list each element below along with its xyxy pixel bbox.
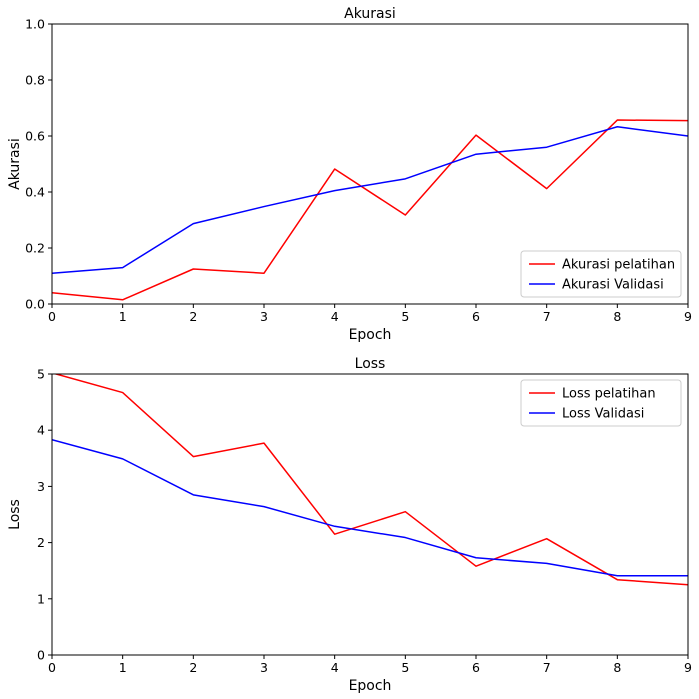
plot-frame: [51, 23, 689, 305]
x-tick-label: 7: [543, 660, 551, 675]
y-tick-label: 0: [37, 648, 45, 663]
x-tick-label: 6: [472, 660, 480, 675]
y-tick-label: 1: [37, 591, 45, 606]
y-tick-label: 2: [37, 535, 45, 550]
series-line-1: [52, 119, 688, 301]
x-tick-label: 1: [119, 660, 127, 675]
x-tick-label: 3: [260, 660, 268, 675]
y-tick-label: 0.6: [25, 129, 45, 144]
legend-box: [520, 250, 682, 298]
x-tick-label: 0: [48, 309, 56, 324]
legend-label-2: Loss Validasi: [562, 407, 644, 422]
series-line-2: [52, 126, 688, 274]
series-line-2: [52, 439, 688, 577]
y-tick-label: 5: [37, 367, 45, 382]
chart-1: Akurasi 0 1 2 3 4 5 6 7 8 9 0.0 0.2 0.4 0.6 0.8 1.0 Epoch…: [7, 6, 692, 343]
y-tick-label: 0.8: [25, 73, 45, 88]
x-tick-label: 7: [543, 309, 551, 324]
y-tick-label: 3: [37, 479, 45, 494]
chart-title: Akurasi: [344, 6, 396, 22]
y-axis-label: Akurasi: [7, 138, 23, 190]
y-tick-label: 0.2: [25, 241, 45, 256]
x-tick-label: 8: [613, 660, 621, 675]
legend: Loss pelatihan Loss Validasi: [520, 379, 682, 427]
y-axis-label: Loss: [7, 499, 23, 530]
legend: Akurasi pelatihan Akurasi Validasi: [520, 250, 682, 298]
series-line-1: [53, 374, 688, 586]
legend-box: [520, 379, 682, 427]
x-axis-label: Epoch: [349, 327, 392, 343]
x-tick-label: 2: [189, 660, 197, 675]
legend-label-2: Akurasi Validasi: [562, 278, 664, 293]
x-tick-label: 5: [401, 660, 409, 675]
chart-title: Loss: [355, 356, 386, 372]
x-tick-label: 0: [48, 660, 56, 675]
chart-2: Loss 0 1 2 3 4 5 6 7 8 9 0 1 2 3 4 5 Epoch Loss Loss pelati…: [7, 356, 692, 694]
x-tick-label: 9: [684, 660, 692, 675]
x-tick-label: 3: [260, 309, 268, 324]
x-tick-label: 2: [189, 309, 197, 324]
legend-label-1: Akurasi pelatihan: [562, 258, 675, 273]
y-tick-label: 4: [37, 423, 45, 438]
plot-frame: [51, 373, 689, 656]
x-tick-label: 5: [401, 309, 409, 324]
x-tick-label: 9: [684, 309, 692, 324]
y-tick-label: 0.0: [25, 297, 45, 312]
x-tick-label: 8: [613, 309, 621, 324]
y-tick-label: 1.0: [25, 17, 45, 32]
legend-label-1: Loss pelatihan: [562, 387, 656, 402]
x-tick-label: 6: [472, 309, 480, 324]
y-tick-label: 0.4: [25, 185, 45, 200]
x-axis-label: Epoch: [349, 678, 392, 694]
x-tick-label: 4: [331, 309, 339, 324]
x-tick-label: 1: [119, 309, 127, 324]
x-tick-label: 4: [331, 660, 339, 675]
